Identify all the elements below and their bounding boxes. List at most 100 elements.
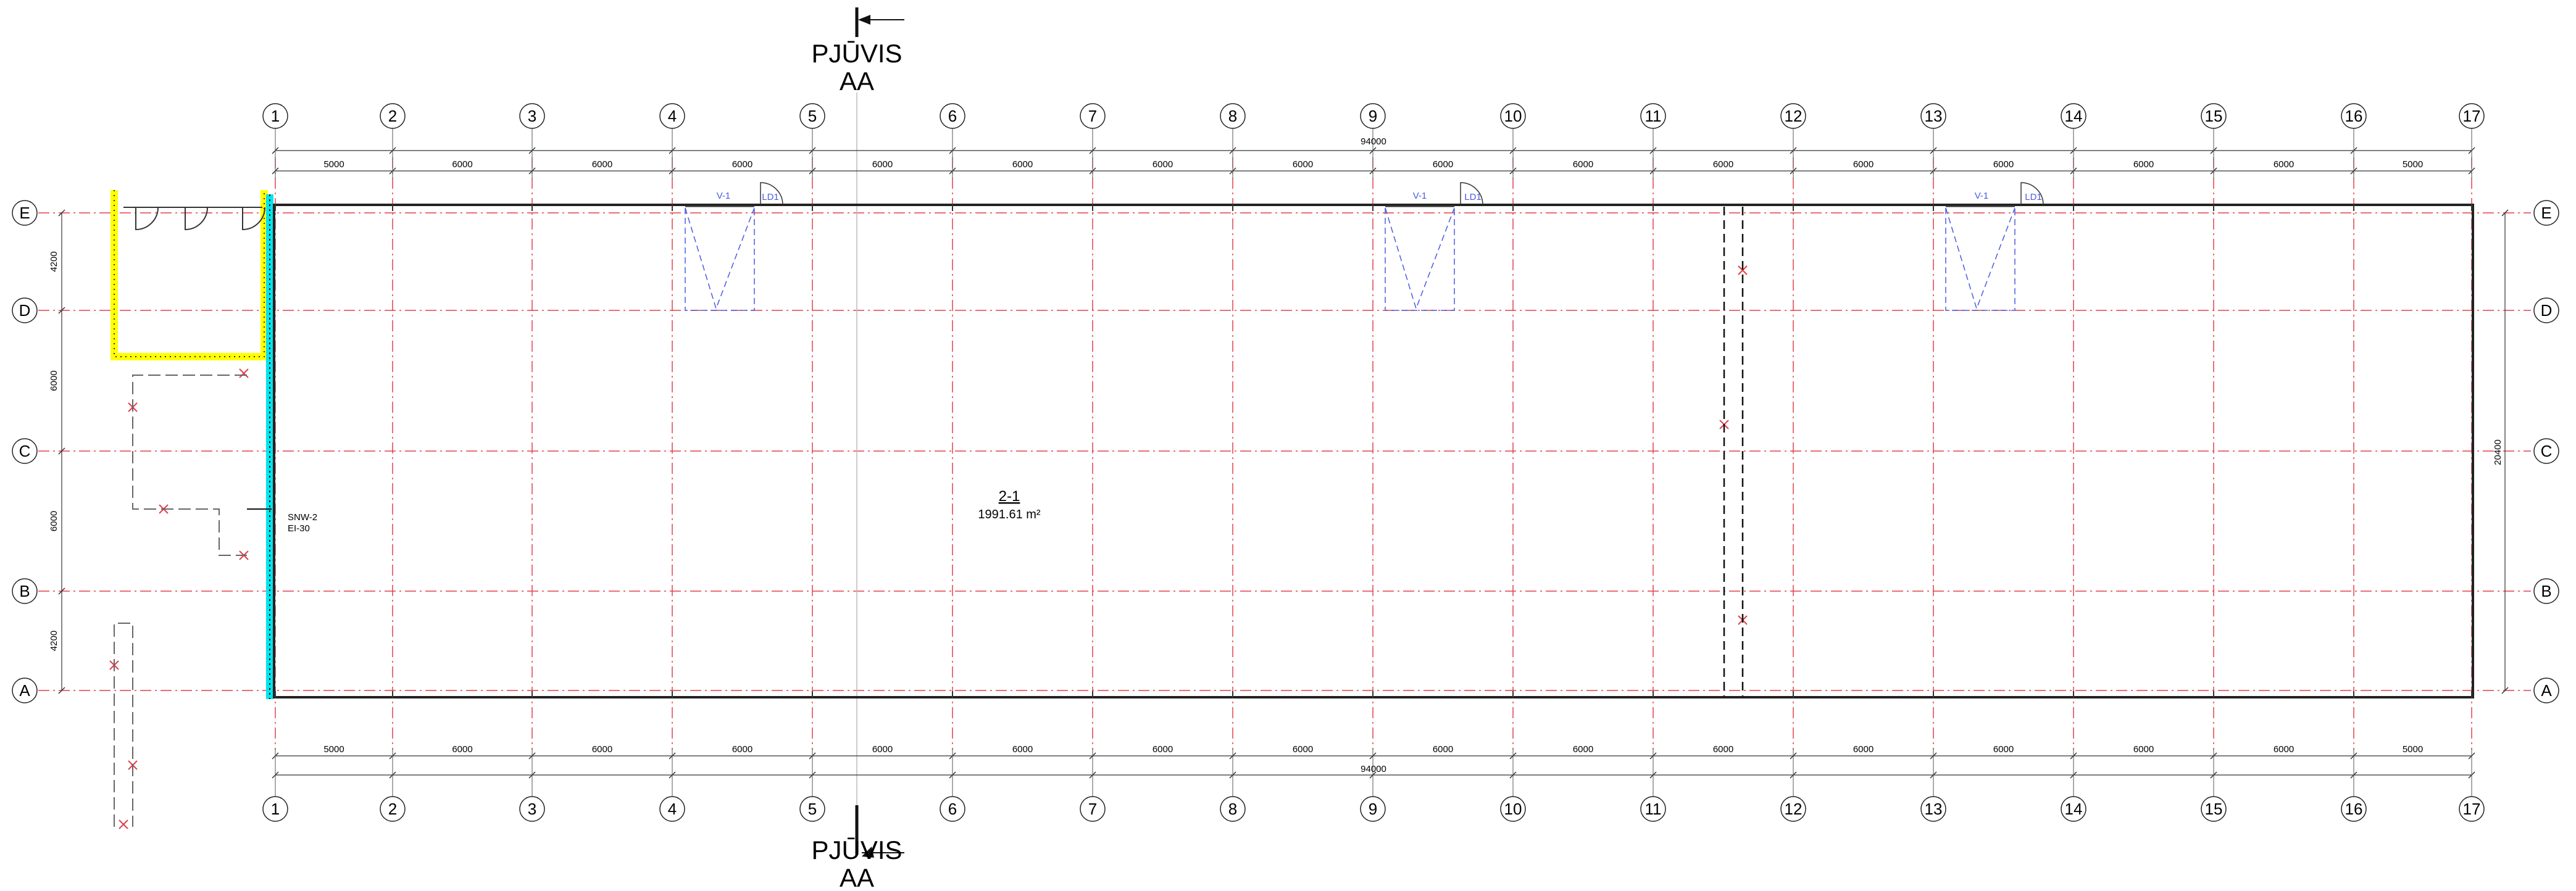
- column-axis-label: 9: [1369, 800, 1377, 818]
- column-axis-bubble-3: 3: [519, 796, 545, 822]
- axis-circle: [1220, 796, 1246, 822]
- annex-wall: [114, 190, 265, 357]
- axis-circle: [12, 200, 38, 226]
- column-spacing-bottom: 6000: [452, 744, 472, 755]
- column-spacing-top: 6000: [452, 159, 472, 170]
- dimension-tick: [58, 307, 65, 314]
- column-axis-label: 9: [1369, 107, 1377, 125]
- column-axis-bubble-9: 9: [1360, 796, 1386, 822]
- column-spacing-top: 6000: [732, 159, 752, 170]
- axis-circle: [380, 796, 406, 822]
- opening-outline: [1385, 207, 1455, 310]
- column-spacing-bottom: 6000: [732, 744, 752, 755]
- column-axis-bubble-8: 8: [1220, 796, 1246, 822]
- column-axis-label: 4: [668, 800, 677, 818]
- column-axis-label: 13: [1925, 800, 1943, 818]
- room-area: 1991.61 m²: [978, 508, 1041, 521]
- row-axis-bubble-B: B: [2533, 578, 2559, 604]
- door-swing: [2020, 182, 2044, 205]
- column-axis-bubble-16: 16: [2341, 796, 2367, 822]
- axis-circle: [1360, 103, 1386, 129]
- column-spacing-top: 6000: [1853, 159, 1874, 170]
- dimension-tick: [58, 447, 65, 455]
- column-axis-bubble-7: 7: [1080, 103, 1106, 129]
- column-axis-bubble-5: 5: [799, 796, 825, 822]
- openings: [685, 182, 2044, 311]
- column-axis-bubble-4: 4: [659, 796, 685, 822]
- column-spacing-bottom: 6000: [1853, 744, 1874, 755]
- column-axis-label: 8: [1228, 800, 1237, 818]
- opening-outline: [1945, 207, 2015, 310]
- column-axis-bubble-17: 17: [2459, 796, 2485, 822]
- column-axis-bubble-14: 14: [2061, 796, 2086, 822]
- column-spacing-top: 6000: [1713, 159, 1733, 170]
- red-x-marker: [1738, 265, 1748, 275]
- column-spacing-top: 5000: [2403, 159, 2423, 170]
- column-spacing-bottom: 6000: [2133, 744, 2154, 755]
- axis-circle: [12, 678, 38, 703]
- section-mark-top-title: PJŪVIS: [811, 39, 902, 68]
- red-x-marker: [239, 368, 249, 378]
- grid-lines: [38, 157, 2531, 750]
- dimension-tick: [58, 587, 65, 595]
- column-axis-label: 17: [2463, 107, 2481, 125]
- column-axis-bubble-14: 14: [2061, 103, 2086, 129]
- column-axis-bubble-10: 10: [1500, 796, 1526, 822]
- column-axis-bubble-2: 2: [380, 103, 406, 129]
- column-axis-label: 5: [808, 800, 817, 818]
- room-number: 2-1: [999, 488, 1020, 505]
- column-axis-bubble-13: 13: [1920, 103, 1946, 129]
- column-axis-label: 15: [2205, 107, 2223, 125]
- dimension-tick: [2501, 687, 2509, 694]
- axis-circle: [1640, 103, 1666, 129]
- axis-bubbles: 1122334455667788991010111112121313141415…: [12, 103, 2559, 822]
- column-axis-label: 6: [948, 107, 957, 125]
- column-spacing-top: 6000: [592, 159, 612, 170]
- column-axis-bubble-13: 13: [1920, 796, 1946, 822]
- opening-outline: [685, 208, 755, 311]
- column-spacing-top: 6000: [1012, 159, 1033, 170]
- column-spacing-bottom: 6000: [1293, 744, 1313, 755]
- axis-circle: [1920, 796, 1946, 822]
- window-tag: V-1: [1975, 191, 1989, 201]
- column-spacing-top: 5000: [323, 159, 344, 170]
- column-axis-label: 3: [528, 800, 536, 818]
- axis-circle: [1080, 796, 1106, 822]
- row-axis-label: B: [19, 582, 30, 600]
- door-tag: LD1: [2025, 192, 2042, 202]
- column-axis-label: 4: [668, 107, 677, 125]
- axis-circle: [2201, 796, 2227, 822]
- axis-circle: [2533, 438, 2559, 464]
- column-axis-bubble-12: 12: [1780, 103, 1806, 129]
- column-axis-label: 8: [1228, 107, 1237, 125]
- axis-circle: [2533, 200, 2559, 226]
- axis-circle: [2459, 103, 2485, 129]
- column-axis-bubble-11: 11: [1640, 796, 1666, 822]
- red-x-marker: [119, 819, 128, 829]
- row-axis-bubble-C: C: [12, 438, 38, 464]
- row-spacing-left: 4200: [49, 251, 59, 271]
- axis-circle: [1360, 796, 1386, 822]
- column-spacing-top: 6000: [1433, 159, 1453, 170]
- column-spacing-bottom: 6000: [872, 744, 893, 755]
- axis-circle: [799, 103, 825, 129]
- column-spacing-top: 6000: [1573, 159, 1593, 170]
- axis-circle: [1780, 796, 1806, 822]
- axis-circle: [940, 103, 965, 129]
- section-mark-bottom-title: PJŪVIS: [811, 835, 902, 864]
- column-axis-label: 7: [1088, 107, 1097, 125]
- wall-type-tag: SNW-2: [288, 512, 317, 523]
- column-axis-label: 14: [2065, 800, 2083, 818]
- row-spacing-left: 6000: [49, 511, 59, 531]
- axis-circle: [262, 103, 288, 129]
- column-spacing-bottom: 6000: [1573, 744, 1593, 755]
- column-spacing-bottom: 6000: [1153, 744, 1173, 755]
- walls: [110, 190, 2474, 827]
- column-axis-bubble-6: 6: [940, 796, 965, 822]
- axis-circle: [1500, 796, 1526, 822]
- column-axis-label: 12: [1785, 107, 1803, 125]
- row-axis-label: C: [19, 442, 31, 460]
- axis-circle: [2201, 103, 2227, 129]
- row-axis-label: A: [2541, 681, 2552, 700]
